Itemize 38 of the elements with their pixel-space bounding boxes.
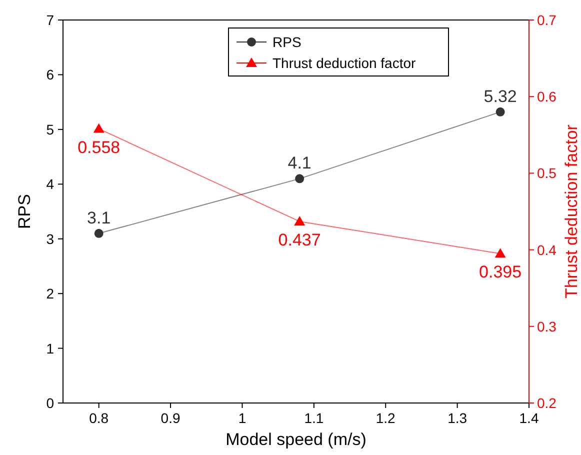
point	[494, 248, 506, 258]
y2-tick-label: 0.5	[537, 165, 557, 182]
point	[94, 228, 104, 238]
y-tick-label: 1	[46, 340, 54, 356]
y-tick-label: 6	[46, 66, 54, 83]
y-tick-label: 2	[46, 286, 54, 302]
data-label: 0.558	[78, 138, 120, 157]
data-label: 5.32	[484, 86, 517, 106]
y2-tick-label: 0.2	[537, 395, 557, 411]
data-label: 4.1	[288, 154, 312, 173]
y2-tick-label: 0.6	[537, 88, 557, 105]
y2-tick-label: 0.7	[537, 12, 557, 28]
y-tick-label: 3	[46, 230, 54, 247]
point	[294, 216, 306, 226]
data-label: 3.1	[87, 208, 111, 228]
point	[93, 123, 104, 133]
x-tick-label: 1.2	[376, 410, 396, 426]
point	[496, 107, 505, 116]
data-label: 0.437	[278, 230, 321, 250]
y-axis-title: RPS	[15, 194, 34, 229]
y2-tick-label: 0.3	[537, 318, 557, 334]
point	[295, 174, 304, 184]
x-tick-label: 1	[238, 410, 246, 426]
x-tick-label: 1.1	[304, 410, 324, 426]
legend-label: Thrust deduction factor	[272, 55, 416, 71]
data-label: 0.395	[479, 262, 522, 282]
y-tick-label: 5	[46, 121, 54, 138]
legend-label: RPS	[272, 34, 302, 50]
y-tick-label: 4	[46, 176, 54, 192]
x-tick-label: 0.8	[89, 410, 109, 426]
x-tick-label: 0.9	[160, 410, 180, 426]
y-tick-label: 7	[46, 12, 54, 28]
y2-tick-label: 0.4	[537, 242, 557, 258]
y-tick-label: 0	[46, 395, 54, 411]
y2-axis-title: Thrust deduction factor	[562, 124, 581, 298]
x-tick-label: 1.3	[448, 410, 468, 426]
x-tick-label: 1.4	[519, 410, 539, 426]
x-axis-title: Model speed (m/s)	[226, 430, 366, 449]
